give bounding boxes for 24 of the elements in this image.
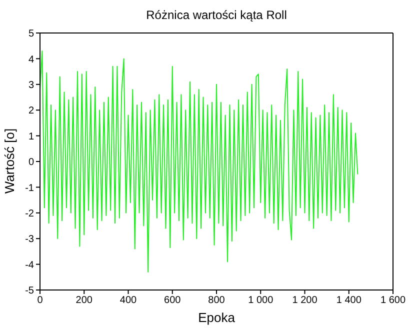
y-tick-label: 2 — [28, 106, 34, 117]
y-tick-label: -5 — [25, 286, 34, 297]
x-tick-label: 0 — [37, 295, 44, 306]
x-tick-label: 1 600 — [380, 295, 406, 306]
line-series — [40, 50, 358, 273]
x-tick-label: 1 400 — [336, 295, 362, 306]
x-axis-title: Epoka — [197, 310, 236, 326]
x-tick-label: 1 200 — [292, 295, 318, 306]
y-tick-label: -3 — [25, 234, 34, 246]
y-tick-label: -4 — [25, 260, 34, 271]
y-tick-label: -1 — [25, 182, 34, 194]
x-tick-label: 800 — [208, 295, 226, 306]
x-tick-label: 200 — [76, 295, 93, 306]
y-tick-label: 4 — [28, 54, 34, 66]
x-tick-label: 400 — [120, 295, 138, 306]
y-tick-label: -2 — [25, 208, 34, 220]
chart-title: Różnica wartości kąta Roll — [145, 8, 288, 22]
y-tick-label: 1 — [28, 131, 34, 142]
y-tick-label: 5 — [28, 28, 34, 40]
x-tick-label: 600 — [164, 295, 182, 306]
x-tick-label: 1 000 — [248, 295, 274, 306]
y-tick-label: 3 — [28, 80, 34, 91]
y-axis-title: Wartość [o] — [2, 128, 18, 194]
y-tick-label: 0 — [28, 157, 34, 168]
